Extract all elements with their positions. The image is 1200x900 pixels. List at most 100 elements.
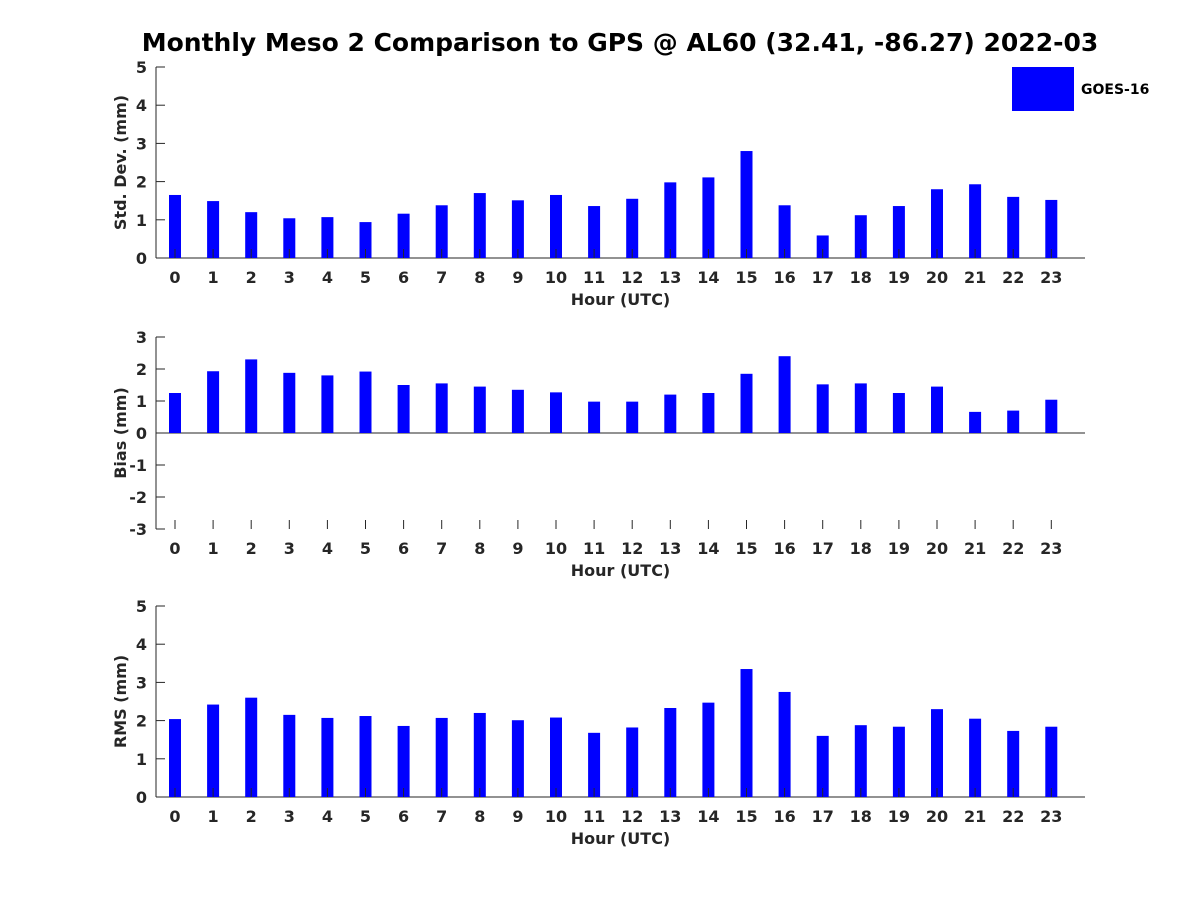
rms-bar-3 <box>283 714 296 797</box>
rms-bar-9 <box>511 720 524 797</box>
rms-x-tick-label: 2 <box>246 807 257 826</box>
rms-x-tick-label: 14 <box>697 807 719 826</box>
bias-x-tick-label: 0 <box>169 539 180 558</box>
bias-x-tick-label: 8 <box>474 539 485 558</box>
std-dev-bar-17 <box>816 235 829 258</box>
std-dev-bar-22 <box>1007 196 1020 258</box>
std-dev-bar-4 <box>321 217 334 258</box>
bias-bar-16 <box>778 356 791 433</box>
rms-bar-18 <box>854 725 867 797</box>
rms-x-tick-label: 12 <box>621 807 643 826</box>
std-dev-x-tick-label: 2 <box>246 268 257 287</box>
rms-x-tick-label: 6 <box>398 807 409 826</box>
rms-x-tick-label: 17 <box>812 807 834 826</box>
bias-bar-21 <box>969 411 982 433</box>
rms-bar-4 <box>321 717 334 797</box>
bias-y-axis-label: Bias (mm) <box>111 387 130 479</box>
rms-bar-10 <box>550 717 562 797</box>
rms-y-tick-label: 1 <box>136 750 147 769</box>
bias-bar-22 <box>1007 410 1020 433</box>
rms-bar-0 <box>169 719 181 797</box>
std-dev-x-tick-label: 19 <box>888 268 910 287</box>
rms-y-tick-label: 5 <box>136 597 147 616</box>
std-dev-x-tick-label: 8 <box>474 268 485 287</box>
bias-bar-23 <box>1045 399 1058 433</box>
std-dev-y-tick-label: 1 <box>136 211 147 230</box>
rms-bar-14 <box>702 702 715 797</box>
bias-bar-7 <box>435 383 448 433</box>
std-dev-x-tick-label: 0 <box>169 268 180 287</box>
rms-x-axis-label: Hour (UTC) <box>571 829 671 848</box>
bias-y-tick-label: 2 <box>136 360 147 379</box>
std-dev-x-tick-label: 13 <box>659 268 681 287</box>
rms-bar-23 <box>1045 726 1058 797</box>
bias-y-tick-label: 1 <box>136 392 147 411</box>
bias-bar-13 <box>664 394 677 433</box>
rms-x-tick-label: 0 <box>169 807 180 826</box>
bias-bar-17 <box>816 384 829 433</box>
legend-swatch <box>1012 67 1074 111</box>
rms-bar-16 <box>778 691 791 797</box>
rms-bar-1 <box>207 704 220 797</box>
std-dev-x-tick-label: 6 <box>398 268 409 287</box>
std-dev-bar-3 <box>283 218 296 258</box>
bias-bar-20 <box>931 386 943 433</box>
std-dev-x-axis-label: Hour (UTC) <box>571 290 671 309</box>
rms-x-tick-label: 23 <box>1040 807 1062 826</box>
bias-x-tick-label: 7 <box>436 539 447 558</box>
rms-x-tick-label: 8 <box>474 807 485 826</box>
bias-x-tick-label: 17 <box>812 539 834 558</box>
std-dev-x-tick-label: 12 <box>621 268 643 287</box>
std-dev-bar-6 <box>397 213 410 258</box>
std-dev-bar-10 <box>550 194 562 258</box>
bias-x-tick-label: 2 <box>246 539 257 558</box>
rms-bar-13 <box>664 707 677 797</box>
rms-x-tick-label: 18 <box>850 807 872 826</box>
rms-y-tick-label: 0 <box>136 788 147 807</box>
bias-y-tick-label: -1 <box>129 456 147 475</box>
bias-bar-1 <box>207 371 220 433</box>
std-dev-x-tick-label: 5 <box>360 268 371 287</box>
bias-x-tick-label: 20 <box>926 539 948 558</box>
rms-y-tick-label: 3 <box>136 673 147 692</box>
bias-x-tick-label: 23 <box>1040 539 1062 558</box>
std-dev-x-tick-label: 16 <box>773 268 795 287</box>
rms-x-tick-label: 7 <box>436 807 447 826</box>
std-dev-y-tick-label: 4 <box>136 96 147 115</box>
bias-bar-0 <box>169 393 181 433</box>
std-dev-y-axis-label: Std. Dev. (mm) <box>111 95 130 230</box>
std-dev-y-tick-label: 0 <box>136 249 147 268</box>
std-dev-x-tick-label: 18 <box>850 268 872 287</box>
std-dev-x-tick-label: 22 <box>1002 268 1024 287</box>
bias-x-tick-label: 22 <box>1002 539 1024 558</box>
bias-x-tick-label: 18 <box>850 539 872 558</box>
rms-x-tick-label: 9 <box>512 807 523 826</box>
std-dev-bar-2 <box>245 212 258 258</box>
bias-x-tick-label: 14 <box>697 539 719 558</box>
bias-x-tick-label: 12 <box>621 539 643 558</box>
bias-bar-6 <box>397 385 410 433</box>
rms-x-tick-label: 21 <box>964 807 986 826</box>
rms-bar-2 <box>245 697 258 797</box>
rms-x-tick-label: 11 <box>583 807 605 826</box>
std-dev-bar-13 <box>664 182 677 258</box>
std-dev-bar-12 <box>626 198 639 258</box>
bias-bar-18 <box>854 383 867 433</box>
bias-bar-11 <box>588 401 601 433</box>
rms-x-tick-label: 16 <box>773 807 795 826</box>
bias-bar-3 <box>283 372 296 433</box>
std-dev-x-tick-label: 11 <box>583 268 605 287</box>
std-dev-y-tick-label: 3 <box>136 134 147 153</box>
rms-y-axis-label: RMS (mm) <box>111 655 130 748</box>
std-dev-x-tick-label: 23 <box>1040 268 1062 287</box>
bias-x-tick-label: 15 <box>735 539 757 558</box>
chart-title: Monthly Meso 2 Comparison to GPS @ AL60 … <box>141 28 1099 57</box>
std-dev-x-tick-label: 10 <box>545 268 567 287</box>
rms-x-tick-label: 19 <box>888 807 910 826</box>
rms-bar-21 <box>969 718 982 797</box>
std-dev-bar-0 <box>169 194 181 258</box>
std-dev-bar-14 <box>702 177 715 258</box>
bias-bar-9 <box>511 389 524 433</box>
